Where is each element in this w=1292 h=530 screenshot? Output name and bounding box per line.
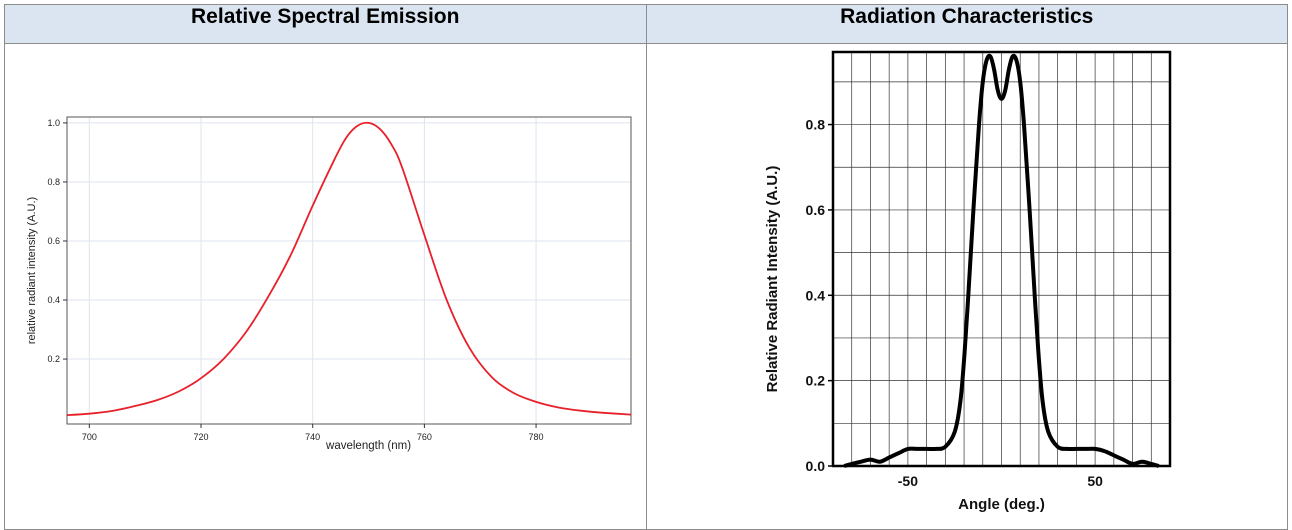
x-tick-label: 720 [194, 432, 209, 442]
y-tick-label: 0.4 [805, 287, 825, 303]
x-axis-title: Angle (deg.) [958, 496, 1045, 513]
y-axis-title: Relative Radiant Intensity (A.U.) [764, 166, 781, 393]
y-tick-label: 0.8 [805, 117, 825, 133]
x-tick-label: 780 [529, 432, 544, 442]
left-header: Relative Spectral Emission [4, 4, 647, 44]
radiation-characteristics-chart: -50 50 0.0 0.2 0.4 0.6 0.8 Angle (deg.) Relative… [764, 50, 1171, 513]
y-axis-title: relative radiant intensity (A.U.) [26, 197, 38, 344]
x-tick-label: 760 [417, 432, 432, 442]
radiation-chart-cell: -50 50 0.0 0.2 0.4 0.6 0.8 Angle (deg.) Relative… [645, 43, 1288, 530]
y-tick-label: 1.0 [47, 118, 60, 128]
plot-frame [66, 116, 632, 425]
plot-frame [831, 50, 1171, 468]
y-tick-label: 0.6 [47, 236, 60, 246]
datasheet-table: Relative Spectral Emission Radiation Cha… [4, 4, 1288, 530]
x-tick-label: 700 [82, 432, 97, 442]
y-tick-label: 0.6 [805, 202, 825, 218]
right-header: Radiation Characteristics [645, 4, 1288, 44]
x-axis-title: wavelength (nm) [325, 440, 411, 452]
radiation-pattern-line [843, 53, 1159, 468]
y-tick-label: 0.2 [805, 373, 825, 389]
x-tick-label: 50 [1087, 473, 1103, 489]
y-tick-label: 0.2 [47, 354, 60, 364]
x-tick-label: 740 [305, 432, 320, 442]
y-tick-label: 0.0 [805, 458, 825, 474]
x-tick-label: -50 [897, 473, 917, 489]
y-tick-label: 0.4 [47, 295, 60, 305]
spectral-emission-line [66, 121, 632, 416]
y-tick-label: 0.8 [47, 177, 60, 187]
spectral-chart-cell: 700 720 740 760 780 0.2 0.4 0.6 0.8 1.0 wavelength… [4, 43, 647, 530]
spectral-emission-chart: 700 720 740 760 780 0.2 0.4 0.6 0.8 1.0 wavelength… [26, 116, 632, 452]
